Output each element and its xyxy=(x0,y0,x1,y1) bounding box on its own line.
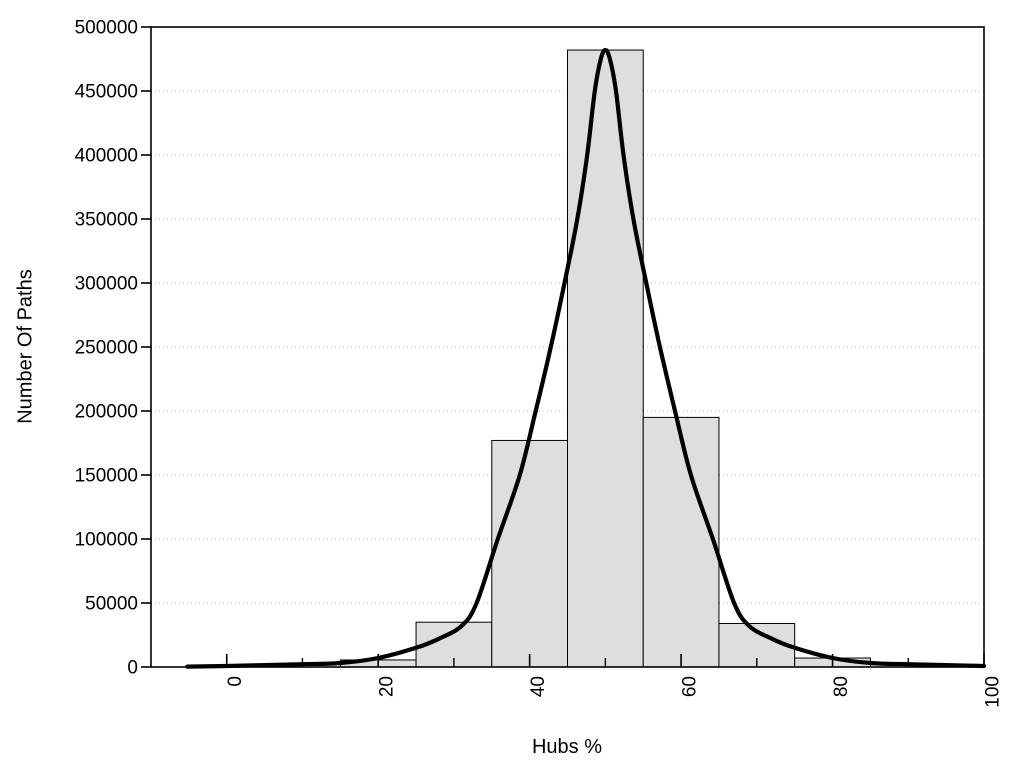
y-axis-tick-label: 400000 xyxy=(75,146,138,167)
y-axis-tick-label: 0 xyxy=(127,658,138,679)
y-axis-tick-label: 200000 xyxy=(75,402,138,423)
y-axis-tick-label: 500000 xyxy=(75,18,138,39)
y-axis-title: Number Of Paths xyxy=(14,269,37,424)
y-axis-tick-label: 250000 xyxy=(75,338,138,359)
y-axis-tick-label: 50000 xyxy=(85,594,138,615)
y-axis-tick-label: 100000 xyxy=(75,530,138,551)
x-axis-tick-label: 40 xyxy=(528,676,549,697)
histogram-bar xyxy=(642,416,720,668)
y-axis-tick-label: 300000 xyxy=(75,274,138,295)
fit-curve xyxy=(185,47,987,669)
x-axis-title: Hubs % xyxy=(531,736,603,758)
x-axis-tick-label: 100 xyxy=(982,676,1003,708)
x-axis-tick-label: 20 xyxy=(376,676,397,697)
x-axis-tick-label: 60 xyxy=(679,676,700,697)
x-axis-tick-label: 0 xyxy=(225,676,246,687)
y-axis-tick-label: 150000 xyxy=(75,466,138,487)
y-axis-tick-label: 350000 xyxy=(75,210,138,231)
x-axis-tick-label: 80 xyxy=(831,676,852,697)
y-axis-tick-label: 450000 xyxy=(75,82,138,103)
histogram-bar xyxy=(567,49,644,668)
histogram-bar xyxy=(491,439,569,668)
